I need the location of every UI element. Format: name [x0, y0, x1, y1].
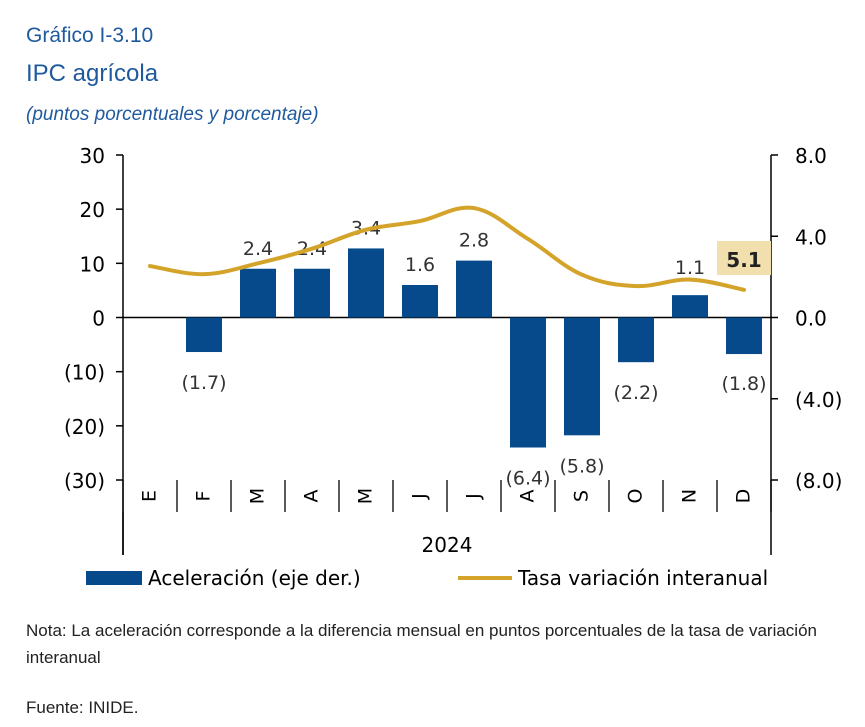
legend-label-bar: Aceleración (eje der.): [148, 566, 361, 590]
bar: [618, 317, 654, 363]
x-category-label: M: [247, 488, 269, 504]
x-category-label: A: [517, 490, 539, 503]
bar: [726, 317, 762, 355]
x-group-label: 2024: [422, 533, 473, 557]
legend-swatch-bar: [86, 571, 142, 585]
chart-source: Fuente: INIDE.: [26, 698, 139, 717]
left-axis-tick-label: 10: [80, 252, 105, 276]
x-category-label: J: [409, 493, 431, 500]
bar-data-label: 1.6: [405, 254, 435, 276]
bar: [510, 317, 546, 448]
bar: [456, 260, 492, 318]
right-axis-tick-label: (4.0): [795, 388, 842, 412]
line-end-label: 5.1: [726, 248, 761, 272]
bar-data-label: 2.4: [243, 238, 273, 260]
left-axis-tick-label: (30): [64, 469, 105, 493]
bar-data-label: 2.8: [459, 230, 489, 252]
bar-data-label: (1.7): [181, 372, 226, 394]
x-category-label: S: [571, 490, 593, 502]
bar: [240, 268, 276, 318]
right-axis-tick-label: 0.0: [795, 307, 827, 331]
x-category-label: N: [679, 489, 701, 503]
bar-data-label: (6.4): [505, 468, 550, 490]
bar-data-label: 1.1: [675, 257, 705, 279]
left-axis-tick-label: 0: [92, 307, 105, 331]
right-axis-tick-label: 8.0: [795, 144, 827, 168]
bar: [348, 248, 384, 318]
bar-data-label: (5.8): [559, 455, 604, 477]
x-category-label: O: [625, 489, 647, 504]
bar: [402, 285, 438, 318]
left-axis-tick-label: (10): [64, 361, 105, 385]
legend-label-line: Tasa variación interanual: [517, 566, 768, 590]
chart-title: IPC agrícola: [26, 60, 159, 87]
bar: [186, 317, 222, 353]
bar-data-label: (1.8): [721, 373, 766, 395]
bar-data-label: (2.2): [613, 382, 658, 404]
bar: [672, 295, 708, 318]
line-end-label-box: [717, 241, 771, 275]
right-axis-tick-label: 4.0: [795, 225, 827, 249]
right-axis-tick-label: (8.0): [795, 469, 842, 493]
left-axis-tick-label: 20: [80, 198, 105, 222]
bar: [564, 317, 600, 436]
x-category-label: D: [733, 489, 755, 504]
chart-area: 30 20 10 0 (10) (20) (30) 8.0 4.0 0.0 (4.0) (8.0) (1…: [64, 144, 842, 590]
x-category-label: F: [193, 491, 215, 502]
x-category-label: A: [301, 490, 323, 503]
left-axis-tick-label: 30: [80, 144, 105, 168]
bar: [294, 268, 330, 318]
x-category-label: M: [355, 488, 377, 504]
chart-note: Nota: La aceleración corresponde a la di…: [26, 621, 817, 667]
left-axis-tick-label: (20): [64, 415, 105, 439]
chart-subtitle: (puntos porcentuales y porcentaje): [26, 104, 319, 125]
x-category-label: E: [139, 490, 161, 502]
series-line-tasa-variacion: [148, 205, 746, 292]
figure-number: Gráfico I-3.10: [26, 24, 154, 47]
x-category-label: J: [463, 493, 485, 500]
